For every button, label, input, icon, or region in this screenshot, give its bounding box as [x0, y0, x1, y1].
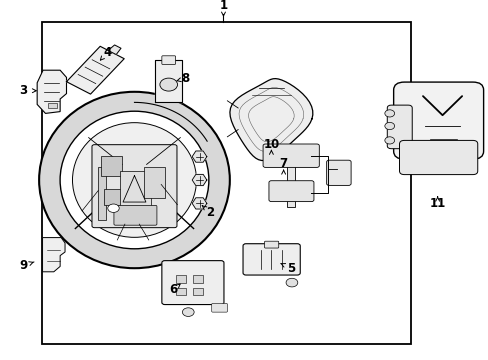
- Text: 9: 9: [20, 259, 27, 272]
- Circle shape: [107, 204, 119, 212]
- Text: 6: 6: [169, 283, 177, 296]
- FancyBboxPatch shape: [162, 56, 175, 64]
- Polygon shape: [192, 198, 206, 209]
- Ellipse shape: [60, 111, 208, 249]
- Polygon shape: [42, 238, 65, 272]
- Bar: [193, 288, 203, 295]
- Text: 2: 2: [206, 206, 214, 219]
- FancyBboxPatch shape: [268, 181, 313, 202]
- FancyBboxPatch shape: [326, 160, 350, 185]
- Text: 4: 4: [103, 46, 111, 59]
- Bar: [286, 149, 294, 207]
- Text: 11: 11: [428, 197, 445, 210]
- Circle shape: [384, 137, 394, 144]
- FancyBboxPatch shape: [399, 140, 477, 175]
- Polygon shape: [108, 45, 121, 55]
- Polygon shape: [229, 78, 312, 161]
- Circle shape: [384, 122, 394, 130]
- FancyBboxPatch shape: [162, 261, 224, 305]
- Bar: [176, 275, 185, 283]
- Circle shape: [285, 278, 297, 287]
- Polygon shape: [155, 60, 182, 102]
- FancyBboxPatch shape: [243, 244, 300, 275]
- Bar: [101, 156, 122, 176]
- Circle shape: [384, 110, 394, 117]
- Text: 1: 1: [219, 0, 227, 12]
- Bar: [193, 275, 203, 283]
- FancyBboxPatch shape: [92, 145, 177, 228]
- Text: 10: 10: [263, 138, 279, 150]
- Bar: [41, 22, 410, 344]
- Bar: [144, 167, 164, 198]
- Text: 3: 3: [20, 84, 27, 97]
- Bar: [48, 103, 57, 108]
- Text: 5: 5: [286, 262, 294, 275]
- Polygon shape: [192, 151, 206, 162]
- Circle shape: [182, 308, 194, 316]
- FancyBboxPatch shape: [114, 205, 157, 225]
- Circle shape: [160, 78, 177, 91]
- Bar: [176, 288, 185, 295]
- Bar: [104, 189, 121, 205]
- Ellipse shape: [72, 123, 196, 237]
- Polygon shape: [66, 46, 124, 94]
- FancyBboxPatch shape: [393, 82, 483, 159]
- Bar: [98, 167, 106, 220]
- FancyBboxPatch shape: [264, 241, 278, 248]
- Bar: [120, 171, 150, 220]
- Polygon shape: [37, 70, 66, 113]
- Text: 7: 7: [279, 157, 287, 170]
- Polygon shape: [192, 174, 206, 186]
- Ellipse shape: [39, 92, 229, 268]
- FancyBboxPatch shape: [211, 303, 227, 312]
- FancyBboxPatch shape: [263, 144, 319, 167]
- Text: 8: 8: [182, 72, 189, 85]
- FancyBboxPatch shape: [386, 105, 411, 149]
